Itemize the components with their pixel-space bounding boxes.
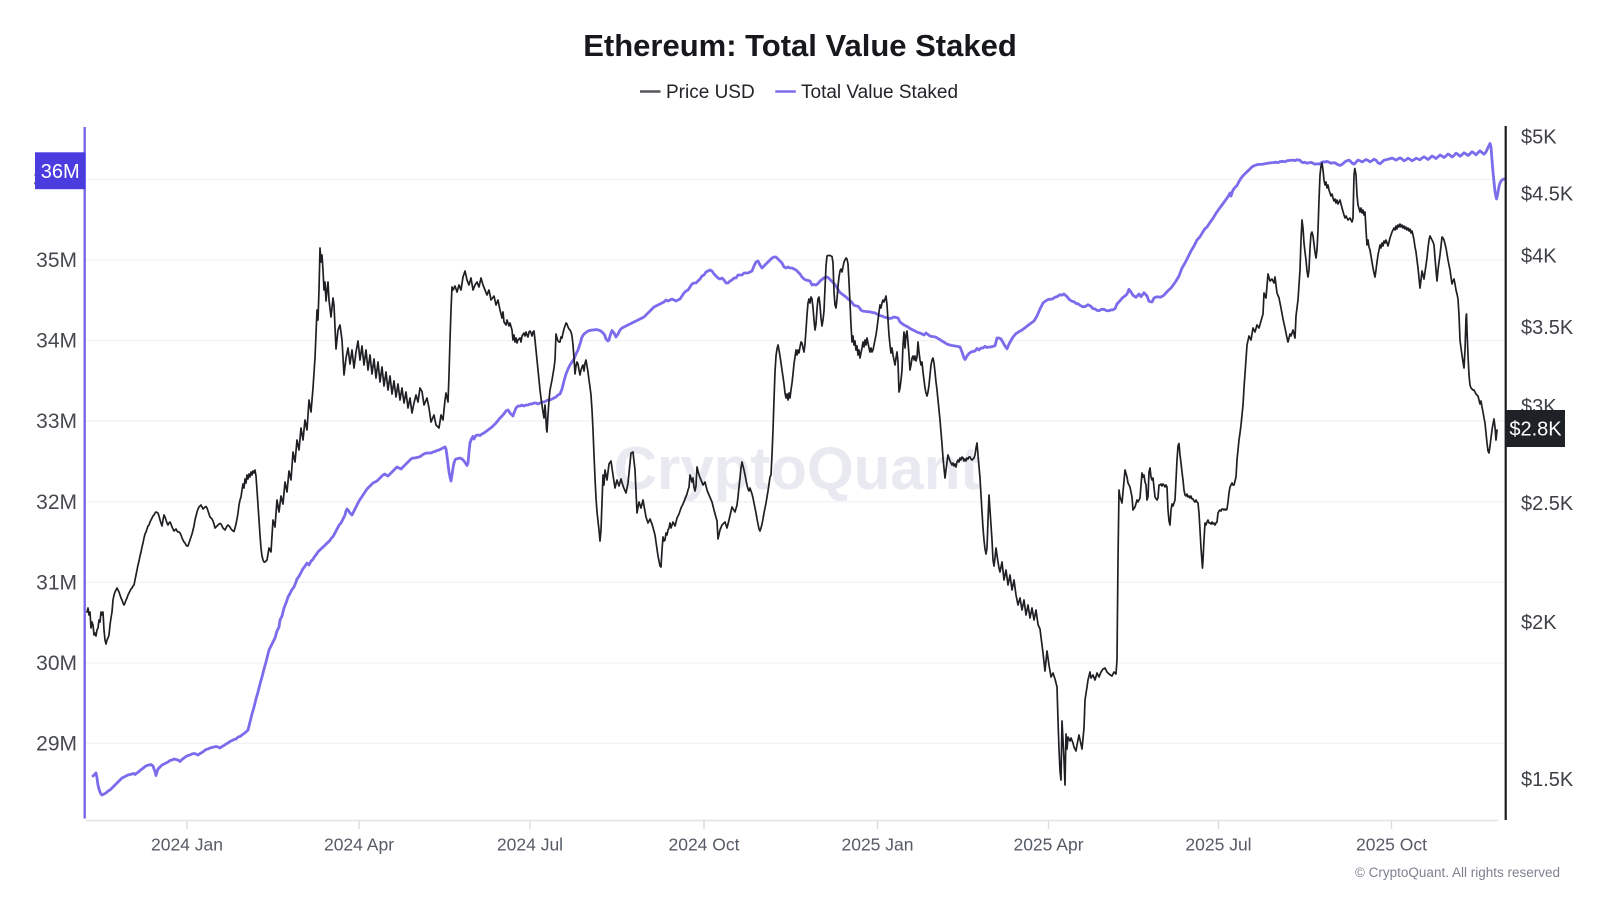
svg-text:© CryptoQuant. All rights rese: © CryptoQuant. All rights reserved — [1355, 865, 1560, 880]
svg-text:$3.5K: $3.5K — [1521, 317, 1574, 339]
svg-text:30M: 30M — [36, 652, 77, 675]
svg-text:$2K: $2K — [1521, 612, 1557, 634]
svg-text:36M: 36M — [41, 161, 80, 183]
svg-text:CryptoQuant: CryptoQuant — [614, 435, 981, 502]
svg-text:Ethereum: Total Value Staked: Ethereum: Total Value Staked — [583, 28, 1017, 63]
svg-text:2024 Oct: 2024 Oct — [668, 835, 739, 855]
svg-text:2025 Jan: 2025 Jan — [841, 835, 913, 855]
svg-text:2025 Jul: 2025 Jul — [1185, 835, 1251, 855]
svg-text:33M: 33M — [36, 410, 77, 433]
svg-text:35M: 35M — [36, 249, 77, 272]
svg-text:$4.5K: $4.5K — [1521, 184, 1574, 206]
svg-text:2024 Jul: 2024 Jul — [497, 835, 563, 855]
svg-text:$2.5K: $2.5K — [1521, 493, 1574, 515]
svg-text:34M: 34M — [36, 330, 77, 353]
svg-text:Total Value Staked: Total Value Staked — [801, 82, 958, 103]
svg-text:2025 Oct: 2025 Oct — [1356, 835, 1427, 855]
svg-text:$2.8K: $2.8K — [1509, 419, 1562, 441]
svg-text:31M: 31M — [36, 571, 77, 594]
svg-text:2024 Jan: 2024 Jan — [151, 835, 223, 855]
svg-text:Price USD: Price USD — [666, 82, 755, 103]
svg-text:$1.5K: $1.5K — [1521, 769, 1574, 791]
svg-text:2025 Apr: 2025 Apr — [1013, 835, 1083, 855]
svg-text:$4K: $4K — [1521, 246, 1557, 268]
svg-text:29M: 29M — [36, 732, 77, 755]
svg-text:32M: 32M — [36, 491, 77, 514]
svg-text:2024 Apr: 2024 Apr — [324, 835, 394, 855]
svg-text:$5K: $5K — [1521, 127, 1557, 149]
